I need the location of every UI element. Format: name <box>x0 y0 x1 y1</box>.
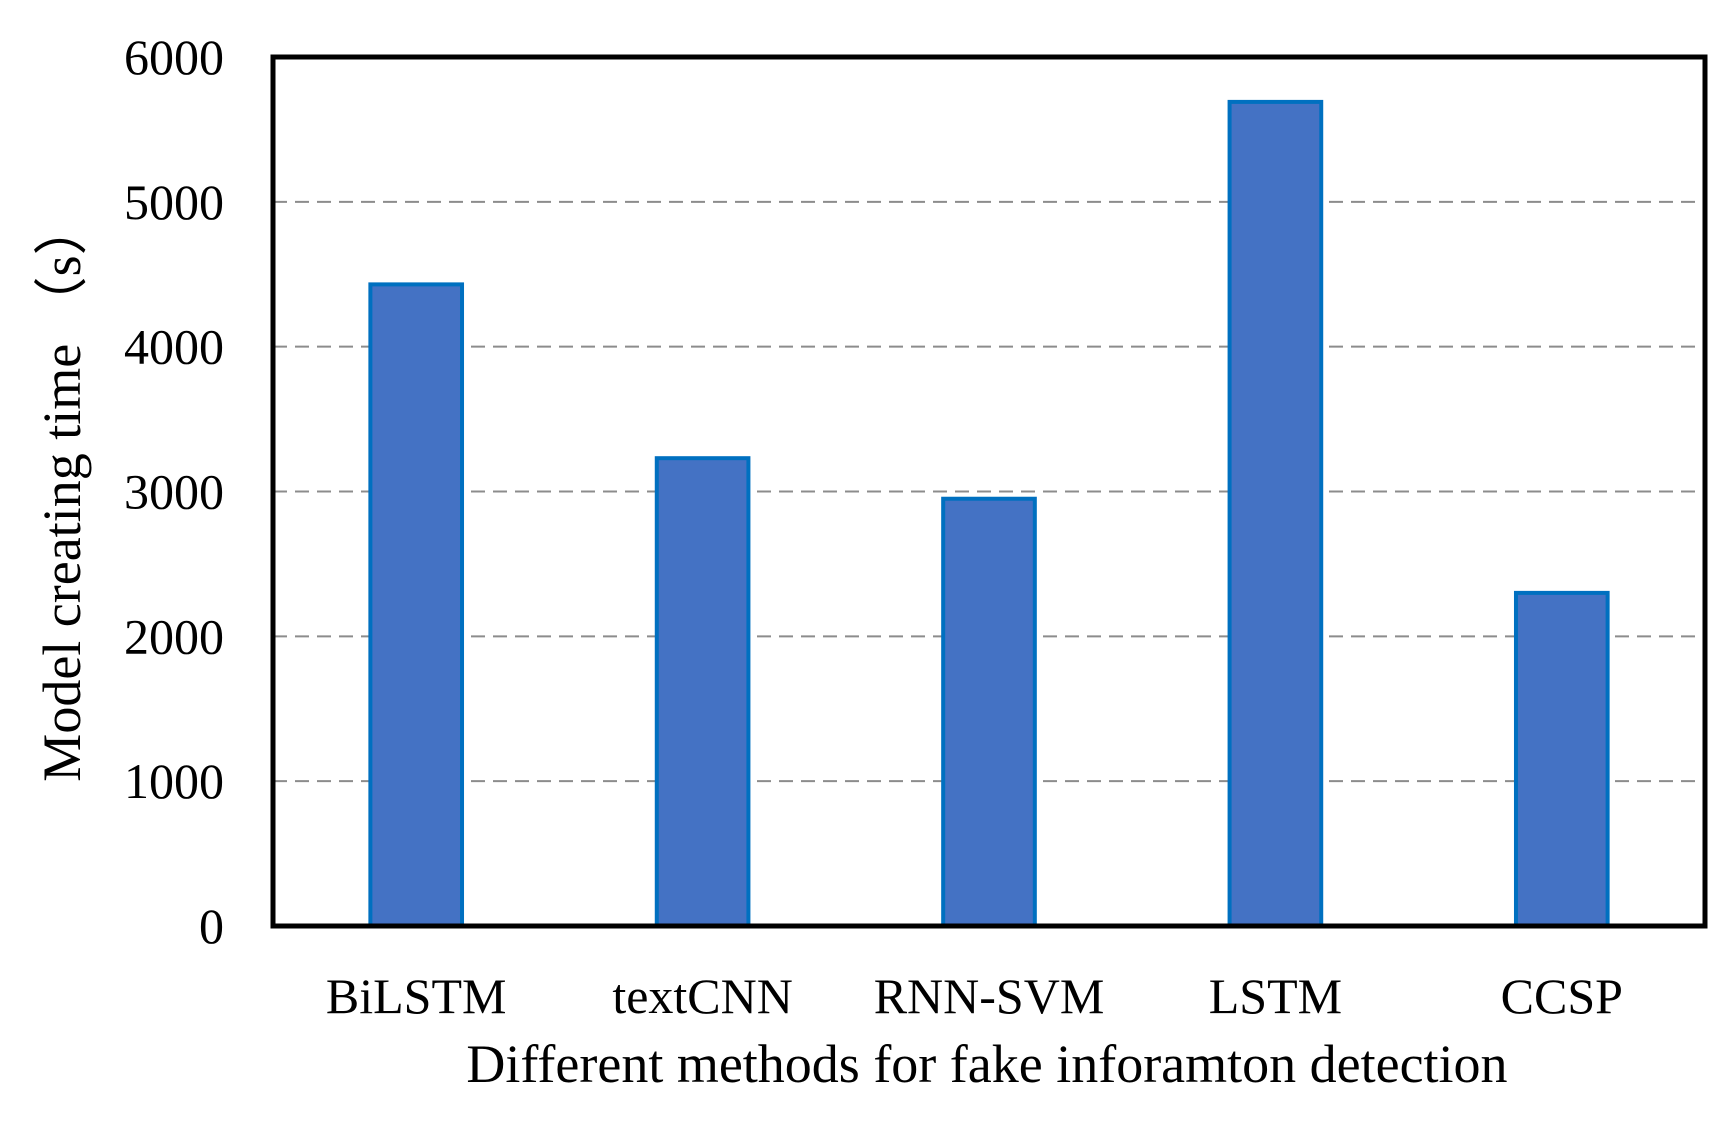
x-tick-label: CCSP <box>1501 968 1623 1024</box>
bar-ccsp <box>1513 590 1610 929</box>
x-tick-labels: BiLSTM textCNN RNN-SVM LSTM CCSP <box>326 968 1623 1024</box>
y-axis-title: Model creating time （s） <box>32 201 92 781</box>
bars <box>368 99 1610 929</box>
y-tick-label: 2000 <box>124 608 224 664</box>
y-tick-label: 3000 <box>124 464 224 520</box>
plot-frame <box>270 54 1708 929</box>
x-tick-label: textCNN <box>612 968 793 1024</box>
bar-textcnn <box>654 456 751 928</box>
x-tick-label: BiLSTM <box>326 968 507 1024</box>
y-tick-label: 0 <box>199 898 224 954</box>
y-tick-label: 6000 <box>124 29 224 85</box>
y-tick-label: 4000 <box>124 319 224 375</box>
x-axis-title: Different methods for fake inforamton de… <box>466 1034 1507 1094</box>
y-tick-labels: 0 1000 2000 3000 4000 5000 6000 <box>124 29 224 954</box>
x-tick-label: RNN-SVM <box>874 968 1105 1024</box>
bar-bilstm <box>368 282 465 929</box>
bar-rnn-svm <box>941 496 1037 928</box>
x-tick-label: LSTM <box>1209 968 1342 1024</box>
bar-lstm <box>1227 99 1324 929</box>
y-tick-label: 1000 <box>124 753 224 809</box>
y-tick-label: 5000 <box>124 174 224 230</box>
